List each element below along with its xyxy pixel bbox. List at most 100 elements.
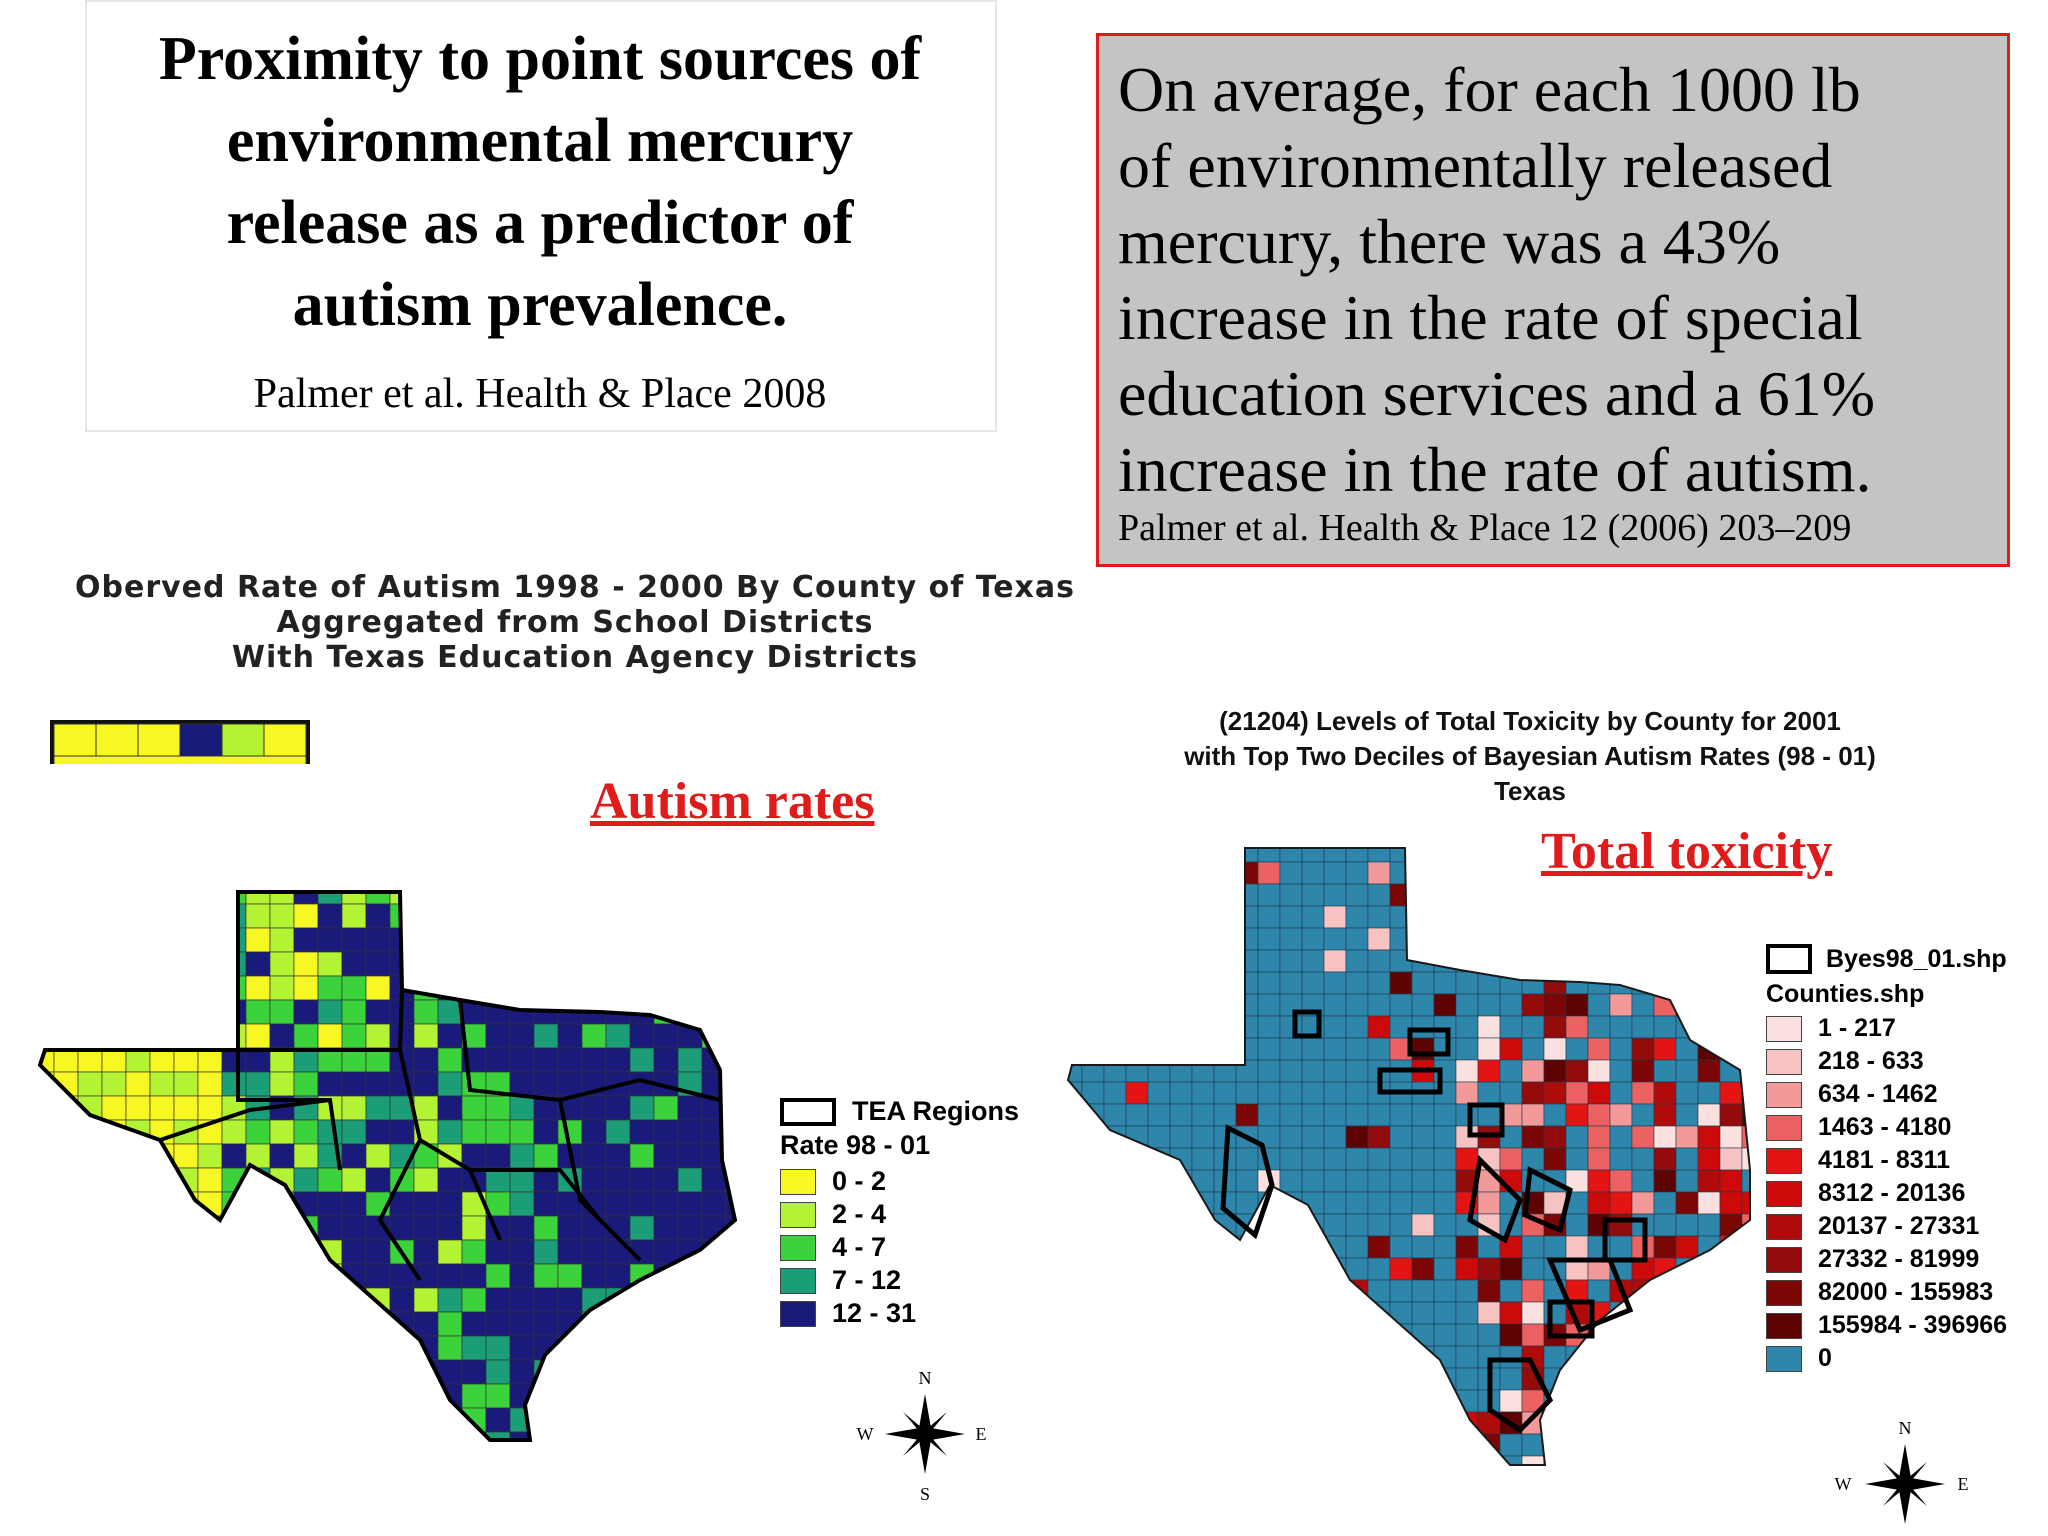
county-cell: [1499, 1389, 1523, 1413]
county-cell: [1675, 1103, 1699, 1127]
county-cell: [389, 1359, 415, 1385]
county-cell: [413, 951, 439, 977]
county-cell: [1068, 1169, 1083, 1193]
toxicity-legend-swatch: [1766, 1213, 1802, 1240]
county-cell: [1389, 1345, 1413, 1369]
county-cell: [533, 1215, 559, 1241]
county-cell: [1697, 1191, 1721, 1215]
county-cell: [1213, 1367, 1237, 1391]
county-cell: [1367, 927, 1391, 951]
county-cell: [1455, 1081, 1479, 1105]
texas-outline-left: [37, 890, 738, 1442]
county-cell: [101, 1359, 127, 1385]
county-cell: [1103, 1411, 1127, 1435]
county-cell: [1675, 1279, 1699, 1303]
county-cell: [1609, 1235, 1633, 1259]
county-cell: [221, 1119, 247, 1145]
county-cell: [341, 1359, 367, 1385]
county-cell: [1345, 883, 1369, 907]
county-cell: [1455, 1015, 1479, 1039]
county-cell: [605, 1023, 631, 1049]
toxicity-legend-row: 82000 - 155983: [1766, 1278, 1993, 1307]
county-cell: [1675, 971, 1699, 995]
county-cell: [1631, 1147, 1655, 1171]
county-cell: [509, 1023, 535, 1049]
county-cell: [1169, 1235, 1193, 1259]
county-cell: [701, 1431, 727, 1440]
county-cell: [1081, 1455, 1105, 1465]
county-cell: [245, 903, 271, 929]
county-cell: [1367, 993, 1391, 1017]
county-cell: [461, 1191, 487, 1217]
county-cell: [1103, 1345, 1127, 1369]
county-cell: [1543, 861, 1567, 885]
county-cell: [414, 1456, 438, 1480]
county-cell: [221, 1431, 247, 1440]
county-cell: [317, 1119, 343, 1145]
county-cell: [1543, 1015, 1567, 1039]
county-cell: [653, 927, 679, 953]
county-cell: [1367, 1125, 1391, 1149]
autism-legend-row: 4 - 7: [780, 1232, 886, 1263]
county-cell: [269, 927, 295, 953]
county-cell: [40, 999, 55, 1025]
county-cell: [40, 1311, 55, 1337]
county-cell: [485, 1311, 511, 1337]
county-cell: [1125, 971, 1149, 995]
county-cell: [1697, 1081, 1721, 1105]
county-cell: [1543, 1345, 1567, 1369]
county-cell: [1125, 1301, 1149, 1325]
county-cell: [725, 1431, 735, 1440]
county-cell: [1653, 1081, 1677, 1105]
county-cell: [1741, 1323, 1750, 1347]
county-cell: [317, 1431, 343, 1440]
county-cell: [750, 1000, 774, 1024]
county-cell: [1279, 1455, 1303, 1465]
county-cell: [293, 1407, 319, 1433]
county-cell: [125, 927, 151, 953]
county-cell: [1081, 1015, 1105, 1039]
county-cell: [389, 1119, 415, 1145]
county-cell: [1068, 927, 1083, 951]
county-cell: [1521, 1323, 1545, 1347]
county-cell: [509, 927, 535, 953]
county-cell: [1103, 971, 1127, 995]
county-cell: [1257, 1389, 1281, 1413]
county-cell: [173, 1143, 199, 1169]
county-cell: [461, 1311, 487, 1337]
county-cell: [1741, 1279, 1750, 1303]
county-cell: [1433, 1015, 1457, 1039]
county-cell: [1213, 1235, 1237, 1259]
county-cell: [1323, 1345, 1347, 1369]
county-cell: [485, 1383, 511, 1409]
county-cell: [750, 1072, 774, 1096]
county-cell: [389, 1335, 415, 1361]
county-cell: [1675, 1125, 1699, 1149]
county-cell: [101, 1215, 127, 1241]
county-cell: [725, 1287, 735, 1313]
county-cell: [1631, 993, 1655, 1017]
county-cell: [1081, 1213, 1105, 1237]
county-cell: [1068, 905, 1083, 929]
county-cell: [1191, 1455, 1215, 1465]
county-cell: [1389, 971, 1413, 995]
county-cell: [1257, 1455, 1281, 1465]
county-cell: [1257, 1103, 1281, 1127]
county-cell: [1169, 905, 1193, 929]
county-cell: [486, 1456, 510, 1480]
county-cell: [509, 951, 535, 977]
county-cell: [1257, 1367, 1281, 1391]
county-cell: [389, 1287, 415, 1313]
county-cell: [725, 999, 735, 1025]
county-cell: [725, 1215, 735, 1241]
compass-w: W: [1835, 1474, 1852, 1494]
county-cell: [293, 1311, 319, 1337]
county-cell: [581, 975, 607, 1001]
county-cell: [1477, 1323, 1501, 1347]
county-cell: [365, 1143, 391, 1169]
county-cell: [1587, 1389, 1611, 1413]
toxicity-legend-row: 218 - 633: [1766, 1047, 1924, 1076]
county-cell: [1455, 1059, 1479, 1083]
county-cell: [1103, 1433, 1127, 1457]
county-cell: [1301, 1169, 1325, 1193]
